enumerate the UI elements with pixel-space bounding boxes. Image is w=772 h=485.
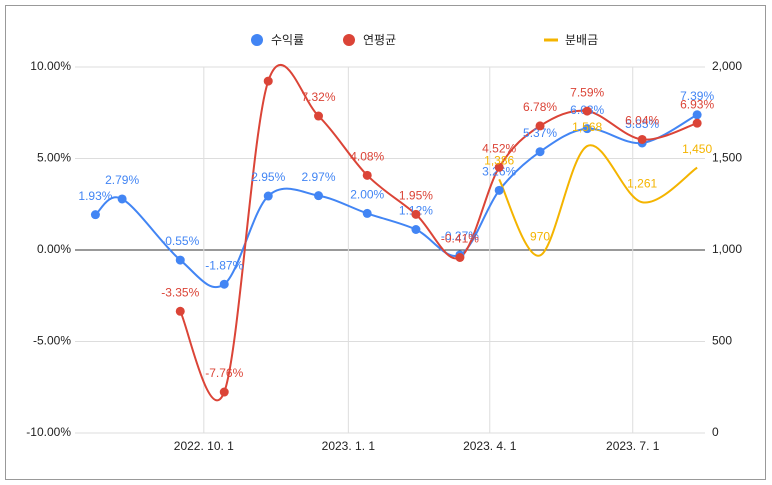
x-tick-label: 2023. 7. 1 <box>606 439 660 453</box>
data-label: 2.00% <box>350 188 384 202</box>
x-tick-label: 2023. 1. 1 <box>322 439 376 453</box>
data-point <box>411 225 421 235</box>
chart-border <box>5 5 766 480</box>
data-point <box>455 253 465 263</box>
legend-marker <box>251 34 263 46</box>
data-label: -0.41% <box>441 232 479 246</box>
data-label: 970 <box>530 230 550 244</box>
y-tick-label: -5.00% <box>33 334 71 348</box>
data-point <box>90 210 100 220</box>
data-label: 4.08% <box>350 150 384 164</box>
data-label: -7.76% <box>205 366 243 380</box>
data-point <box>582 106 592 116</box>
data-point <box>175 255 185 265</box>
data-point <box>314 191 324 201</box>
data-label: 5.85% <box>625 117 659 131</box>
data-label: 2.97% <box>302 170 336 184</box>
data-point <box>263 76 273 86</box>
y2-tick-label: 2,000 <box>712 59 742 73</box>
data-point <box>494 185 504 195</box>
data-label: 1,450 <box>682 142 712 156</box>
y-tick-label: 0.00% <box>37 242 71 256</box>
y-tick-label: 10.00% <box>30 59 71 73</box>
data-point <box>362 170 372 180</box>
series-line <box>498 144 698 257</box>
y2-tick-label: 0 <box>712 425 719 439</box>
data-point <box>582 124 592 134</box>
data-label: 1,568 <box>572 120 602 134</box>
data-label: 6.78% <box>523 100 557 114</box>
data-label: 1.95% <box>399 188 433 202</box>
data-point <box>535 121 545 131</box>
data-point <box>535 147 545 157</box>
y2-tick-label: 1,500 <box>712 151 742 165</box>
data-label: 6.04% <box>625 114 659 128</box>
legend-marker <box>343 34 355 46</box>
y2-tick-label: 1,000 <box>712 242 742 256</box>
data-point <box>175 306 185 316</box>
y-tick-label: -10.00% <box>26 425 71 439</box>
legend-label: 수익률 <box>271 33 304 47</box>
data-point <box>117 194 127 204</box>
data-label: 1,386 <box>484 154 514 168</box>
data-point <box>411 209 421 219</box>
data-label: 4.52% <box>482 141 516 155</box>
data-label: 2.79% <box>105 173 139 187</box>
data-label: 6.93% <box>680 97 714 111</box>
data-label: 1,261 <box>627 176 657 190</box>
data-label: 2.95% <box>251 170 285 184</box>
data-point <box>219 387 229 397</box>
data-point <box>219 279 229 289</box>
data-label: -0.27% <box>441 229 479 243</box>
data-label: 7.59% <box>570 85 604 99</box>
y2-tick-label: 500 <box>712 334 732 348</box>
data-label: 7.39% <box>680 89 714 103</box>
legend-label: 연평균 <box>363 33 396 47</box>
x-tick-label: 2022. 10. 1 <box>174 439 234 453</box>
data-point <box>494 162 504 172</box>
data-label: 7.32% <box>302 90 336 104</box>
data-label: 5.37% <box>523 126 557 140</box>
data-label: -3.35% <box>161 285 199 299</box>
data-point <box>362 208 372 218</box>
data-point <box>692 110 702 120</box>
data-label: -0.55% <box>161 234 199 248</box>
data-point <box>637 134 647 144</box>
x-tick-label: 2023. 4. 1 <box>463 439 517 453</box>
data-point <box>263 191 273 201</box>
data-point <box>692 118 702 128</box>
legend-label: 분배금 <box>565 33 598 47</box>
y-tick-label: 5.00% <box>37 151 71 165</box>
data-point <box>314 111 324 121</box>
data-label: 1.93% <box>78 189 112 203</box>
data-label: -1.87% <box>205 258 243 272</box>
